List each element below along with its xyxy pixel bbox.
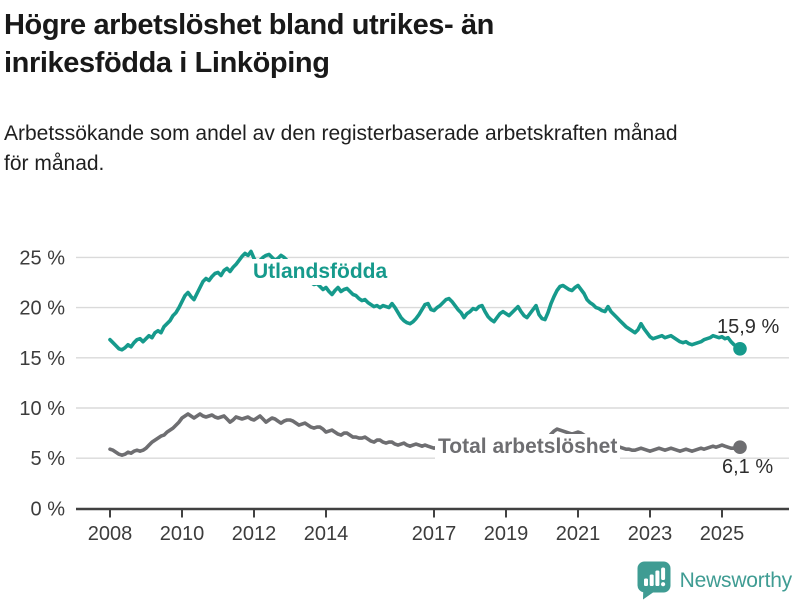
newsworthy-icon [637,561,671,600]
series-line [108,249,742,352]
bar-chart-glyph [643,578,648,586]
end-value-utlandsfodda: 15,9 % [717,316,780,338]
series-end-dot [733,440,747,455]
x-tick-label: 2025 [700,523,745,545]
y-tick-label: 20 % [19,298,65,320]
x-tick-label: 2010 [160,523,205,545]
y-tick-label: 0 % [31,498,66,520]
exclamation-glyph [660,567,665,580]
y-tick-label: 25 % [19,247,65,269]
x-tick-label: 2008 [88,523,133,545]
y-tick-label: 15 % [19,348,65,370]
chart-title: Högre arbetslöshet bland utrikes- än inr… [4,6,704,82]
chart-subtitle-line1: Arbetssökande som andel av den registerb… [4,122,678,145]
y-tick-label: 10 % [19,398,65,420]
chart-title-line1: Högre arbetslöshet bland utrikes- än [4,9,494,41]
series-line [108,412,742,457]
x-tick-label: 2017 [412,523,457,545]
x-tick-label: 2023 [628,523,673,545]
x-tick-label: 2014 [304,523,349,545]
series-label-utlandsfodda: Utlandsfödda [250,259,391,285]
y-tick-label: 5 % [31,448,66,470]
end-value-total: 6,1 % [722,456,774,478]
x-tick-label: 2019 [484,523,529,545]
chart-title-line2: inrikesfödda i Linköping [4,47,330,79]
chart-subtitle: Arbetssökande som andel av den registerb… [4,119,794,179]
x-tick-label: 2012 [232,523,277,545]
series-label-total: Total arbetslöshet [435,434,621,460]
chart-subtitle-line2: för månad. [4,152,105,175]
series-end-dot [733,342,747,356]
newsworthy-brand-text: Newsworthy [679,568,793,592]
newsworthy-logo[interactable]: Newsworthy [637,561,792,600]
x-tick-label: 2021 [556,523,601,545]
